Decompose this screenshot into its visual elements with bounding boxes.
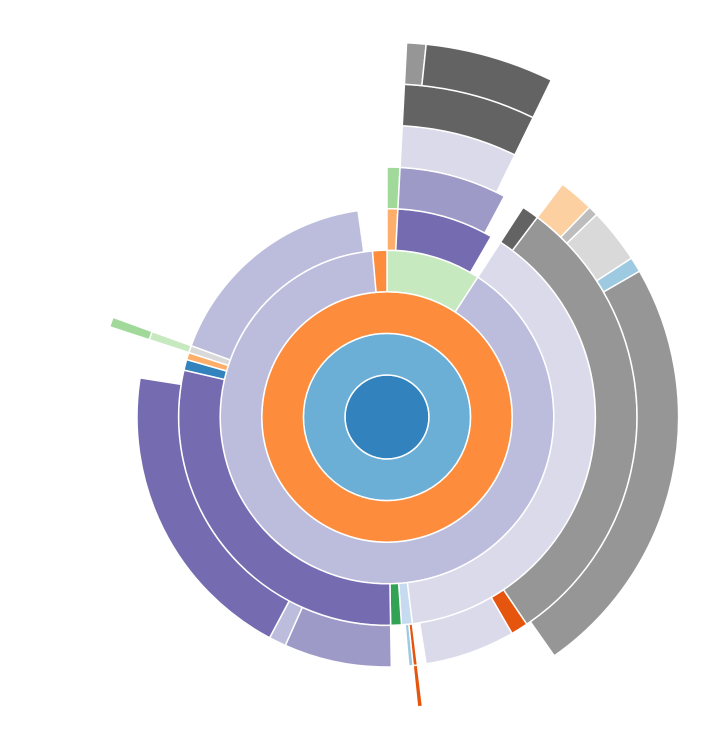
sunburst-arc	[389, 582, 403, 627]
sunburst-arc	[421, 43, 553, 119]
sunburst-arc	[108, 316, 154, 341]
sunburst-arc	[371, 249, 388, 294]
sunburst-arc	[148, 330, 193, 354]
sunburst-arc	[418, 596, 514, 665]
sunburst-arc	[404, 623, 414, 667]
sunburst-arc	[136, 377, 291, 639]
sunburst-arc	[412, 664, 424, 708]
sunburst-arc	[529, 270, 680, 657]
sunburst-arc	[190, 209, 365, 361]
